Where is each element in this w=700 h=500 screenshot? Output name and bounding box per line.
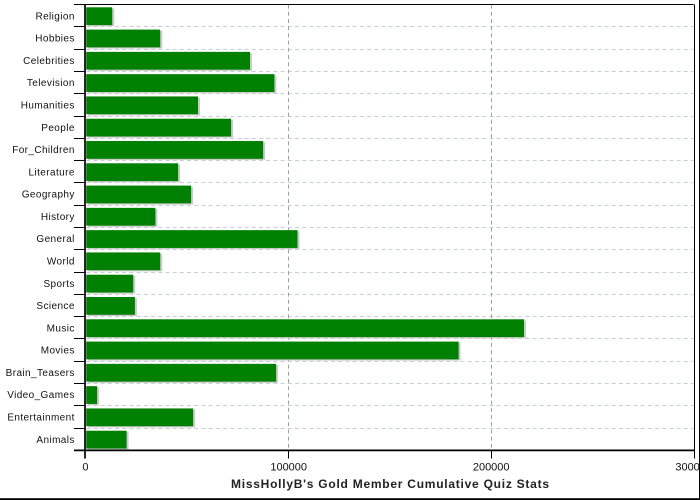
svg-text:Humanities: Humanities	[21, 100, 75, 111]
svg-text:Sports: Sports	[43, 279, 74, 290]
svg-text:General: General	[36, 234, 74, 245]
svg-text:Religion: Religion	[35, 11, 74, 22]
svg-text:Celebrities: Celebrities	[23, 56, 75, 67]
svg-text:Literature: Literature	[29, 167, 75, 178]
svg-text:For_Children: For_Children	[12, 145, 75, 156]
svg-text:Brain_Teasers: Brain_Teasers	[6, 368, 75, 379]
svg-text:100000: 100000	[270, 461, 307, 473]
svg-text:200000: 200000	[473, 461, 510, 473]
svg-text:Hobbies: Hobbies	[35, 34, 75, 45]
svg-text:World: World	[47, 256, 75, 267]
svg-text:Movies: Movies	[41, 346, 75, 357]
svg-text:Video_Games: Video_Games	[7, 390, 75, 401]
svg-text:History: History	[41, 212, 75, 223]
svg-text:Animals: Animals	[36, 435, 74, 446]
svg-text:0: 0	[82, 461, 88, 473]
svg-text:300000: 300000	[675, 461, 700, 473]
svg-text:Science: Science	[36, 301, 74, 312]
svg-text:Geography: Geography	[22, 190, 75, 201]
svg-text:Music: Music	[47, 323, 75, 334]
svg-text:Television: Television	[27, 78, 75, 89]
svg-text:Entertainment: Entertainment	[7, 412, 74, 423]
svg-text:MissHollyB's Gold Member Cumul: MissHollyB's Gold Member Cumulative Quiz…	[231, 477, 549, 491]
svg-text:People: People	[41, 123, 75, 134]
